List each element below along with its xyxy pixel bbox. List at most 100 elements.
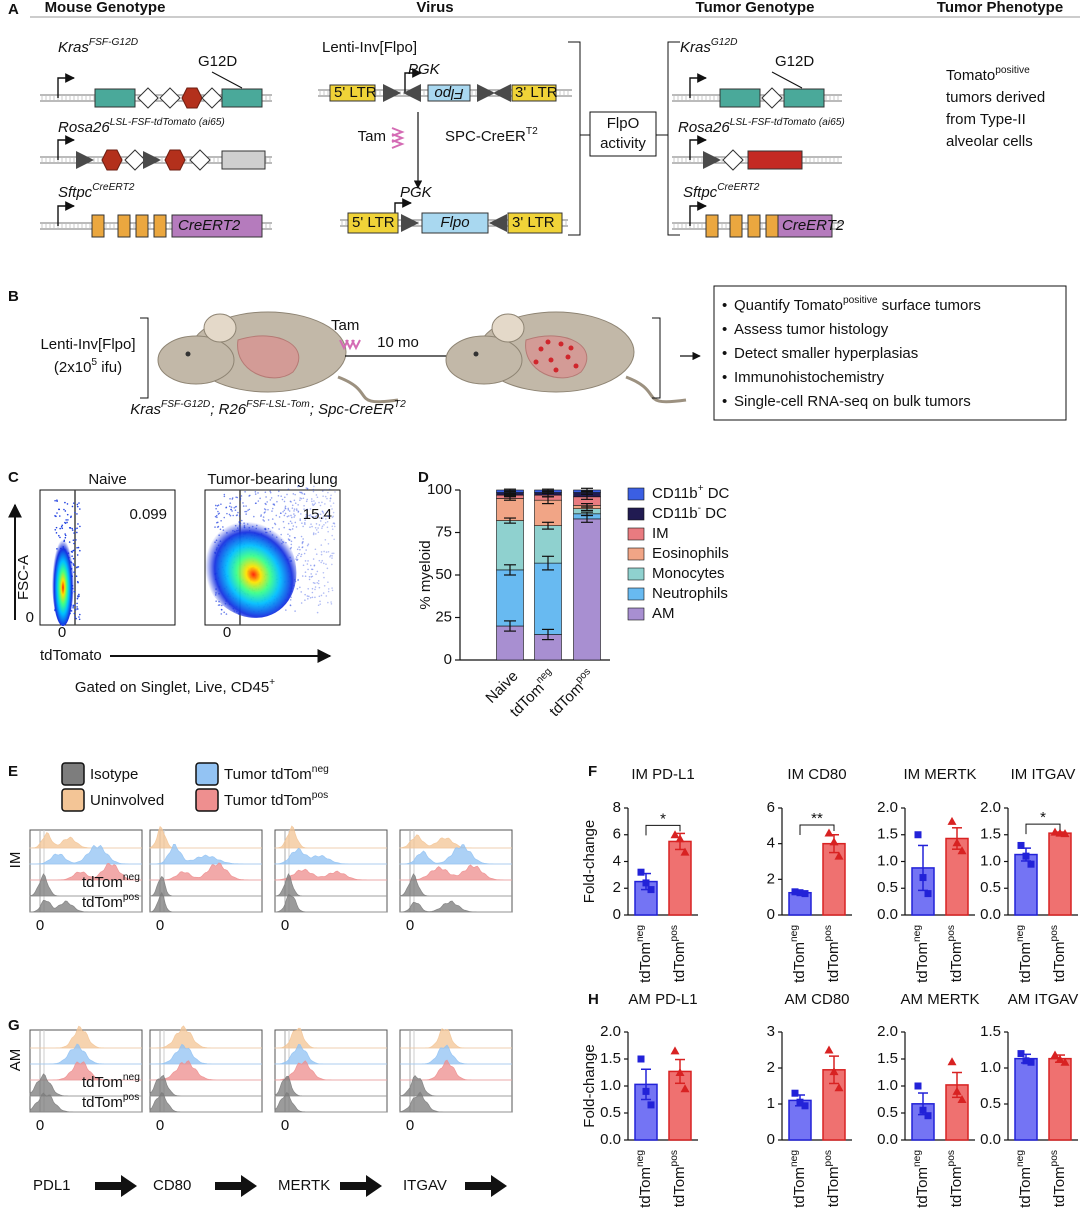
event-dot [314,502,317,504]
label: KrasFSF-G12D; R26FSF-LSL-Tom; Spc-CreERT… [130,399,406,418]
event-dot [305,500,308,503]
label: Tomatopositive [946,65,1030,84]
label: Detect smaller hyperplasias [734,345,918,362]
event-dot [242,505,245,507]
event-dot [327,515,330,518]
y-tick-label: 0.0 [600,1131,621,1148]
event-dot [302,497,305,500]
label: FSC-A [15,555,32,600]
event-dot [327,530,329,533]
event-dot [316,611,319,614]
error-bar [581,487,593,493]
x-tick-label: 0 [58,624,66,641]
label: 5' LTR [352,214,395,231]
event-dot [324,495,327,498]
histogram [149,891,262,913]
y-tick-label: 0.5 [877,1104,898,1121]
event-dot [326,511,329,513]
event-dot [214,515,217,518]
y-tick-label: 2 [767,1059,775,1076]
event-dot [265,496,267,498]
event-dot [298,546,300,548]
event-dot [233,506,236,509]
chart-title: IM CD80 [787,766,846,783]
event-dot [305,487,308,489]
text-part: T2 [394,399,406,410]
event-dot [239,499,242,501]
event-dot [314,588,316,591]
event-dot [293,510,295,512]
text-part: - [698,503,701,514]
gene-box [719,88,761,108]
event-dot [313,500,315,502]
event-dot [286,515,289,518]
event-dot [294,493,296,496]
data-point [637,868,645,876]
label: Rosa26LSL-FSF-tdTomato (ai65) [58,117,225,136]
text-part: pos [946,925,957,941]
legend-swatch [627,567,645,581]
event-dot [313,503,316,506]
text-part: FSF-G12D [161,399,211,410]
event-dot [291,507,294,509]
label: alveolar cells [946,133,1033,150]
data-point [919,1106,927,1114]
text-part: tdTom [791,942,808,983]
chart-title: IM MERTK [903,766,976,783]
event-dot [225,613,228,615]
event-dot [266,501,268,503]
event-dot [283,526,286,529]
chart-title: AM MERTK [901,991,980,1008]
text-part: Kras [680,39,711,56]
event-dot [287,509,290,511]
lox-site [703,151,721,169]
data-point [680,1084,690,1093]
event-dot [78,593,80,596]
promoter-arrow [57,73,75,98]
gene-box [94,88,136,108]
event-dot [66,503,69,505]
event-dot [226,512,228,515]
gate-percent: 15.4 [303,506,332,523]
event-dot [297,485,299,488]
flpo-box [589,111,657,157]
error-bar [504,620,516,632]
text-part: surface tumors [878,297,981,314]
y-tick-label: 2 [767,870,775,887]
event-dot [77,566,80,568]
event-dot [304,516,307,518]
x-tick-label: 0 [406,917,414,934]
data-point [1027,1058,1035,1066]
chart-title: AM CD80 [784,991,849,1008]
event-dot [77,595,79,597]
event-dot [314,582,316,585]
event-dot [321,501,323,504]
event-dot [284,507,287,509]
event-dot [327,550,330,553]
event-dot [269,490,271,493]
y-tick-label: 100 [427,481,452,498]
label: G12D [775,53,814,70]
y-tick-label: 1.0 [980,852,1001,869]
error-bar [542,488,554,492]
text-part: (2x10 [54,359,92,376]
x-tick-label: 0 [36,917,44,934]
event-dot [76,554,79,556]
text-part: tdTom [671,941,688,982]
text-part: pos [1049,1150,1060,1166]
event-dot [316,496,319,499]
event-dot [313,565,316,567]
event-dot [301,541,304,544]
data-point [647,886,655,894]
event-dot [288,535,291,537]
event-dot [275,514,278,517]
event-dot [326,526,329,529]
event-dot [290,540,293,543]
histogram-plot [149,1029,263,1113]
y-tick-label: 0 [26,609,34,626]
stop-cassette [101,149,123,171]
event-dot [304,575,307,578]
event-dot [54,499,56,502]
label: tdTomneg [82,1072,140,1091]
